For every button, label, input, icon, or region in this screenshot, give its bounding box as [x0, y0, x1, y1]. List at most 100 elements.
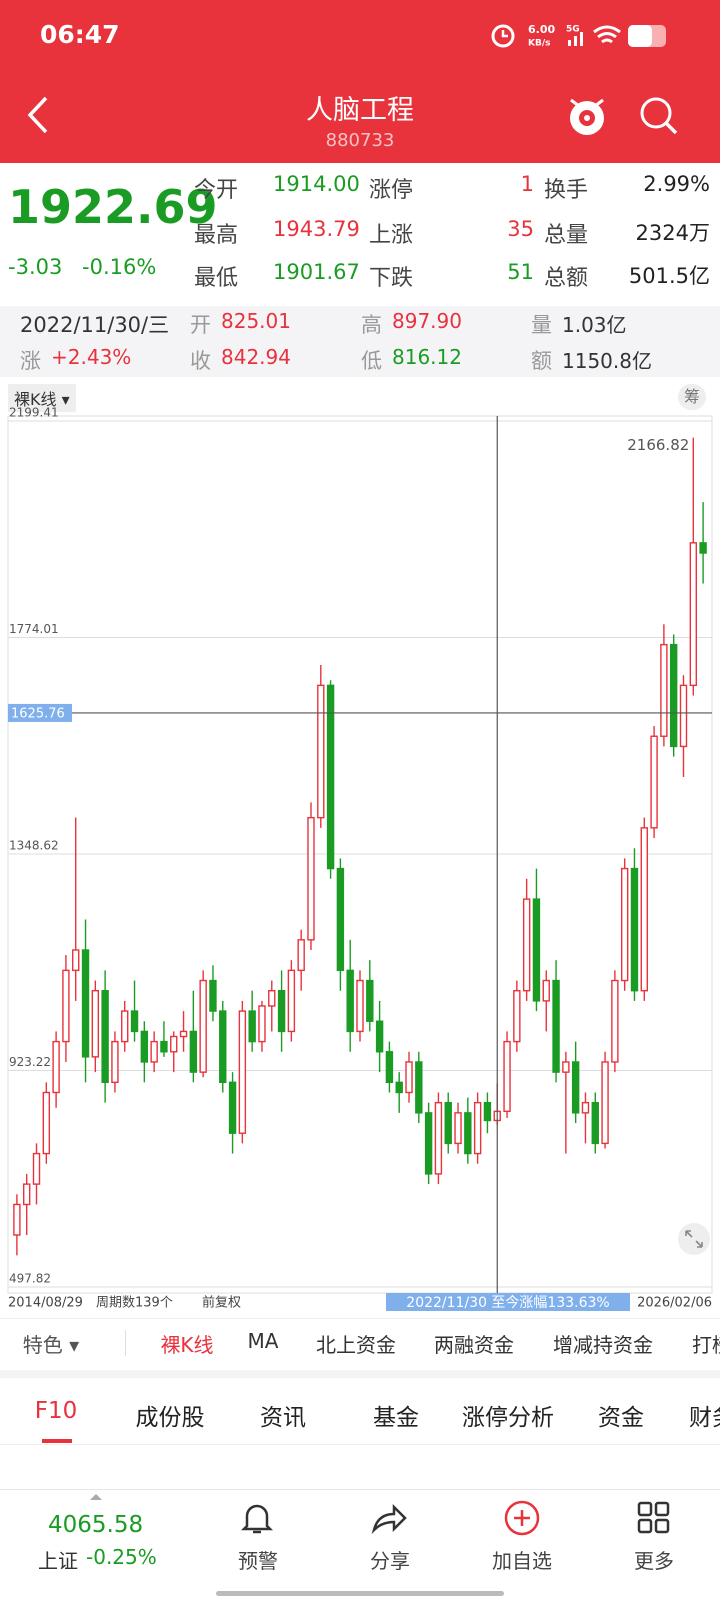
candle-body: [346, 969, 354, 1033]
info-tab[interactable]: 资讯: [260, 1405, 306, 1431]
candle-body: [81, 949, 90, 1058]
candle-body: [464, 1112, 472, 1155]
indicator-tab[interactable]: MA: [247, 1329, 279, 1353]
candle-body: [503, 1040, 511, 1113]
indicator-tab[interactable]: 增减持资金: [553, 1333, 653, 1357]
kline-chart: 2199.41 1774.01 1348.62 923.22 497.82 2166.82…: [7, 406, 713, 1311]
candle-body: [336, 867, 345, 972]
candle-body: [356, 979, 364, 1033]
candle-body: [52, 1040, 60, 1094]
header-bar: 06:47 6.00 KB/s 5G 人脑工程 880733: [0, 0, 720, 163]
crosshair-tag: [8, 703, 72, 722]
info-tab[interactable]: 成份股: [135, 1405, 205, 1431]
indicator-tab[interactable]: 北上资金: [316, 1333, 396, 1357]
indicator-tab[interactable]: 特色 ▾: [22, 1333, 80, 1357]
plot-frame: [7, 415, 713, 1294]
quote-value: 1914.00: [273, 172, 360, 196]
chip-button[interactable]: 筹: [678, 384, 706, 410]
detail-date: 2022/11/30/三: [20, 313, 170, 337]
price-change-pct: -0.16%: [82, 255, 157, 279]
candle-body: [473, 1101, 482, 1155]
kline-mode-button[interactable]: 裸K线 ▾: [8, 384, 76, 412]
y-tick-label: 1348.62: [9, 838, 59, 852]
candle-body: [689, 542, 697, 687]
candle-body: [532, 898, 541, 1002]
quote-label: 涨停: [369, 178, 414, 203]
candle-body: [238, 1010, 247, 1134]
candle-body: [640, 827, 648, 992]
back-button[interactable]: [24, 95, 54, 135]
expand-button[interactable]: [678, 1223, 710, 1255]
detail-label: 额: [531, 349, 552, 373]
kline-mode-label: 裸K线: [14, 390, 57, 409]
candle-body: [375, 1020, 384, 1053]
detail-value: +2.43%: [51, 345, 132, 369]
assistant-icon[interactable]: [565, 92, 613, 140]
candle-body: [542, 979, 550, 1002]
candle-body: [268, 990, 276, 1007]
indicator-tab[interactable]: 两融资金: [434, 1333, 514, 1357]
candle-body: [179, 1030, 188, 1038]
expand-arrow[interactable]: [89, 1492, 103, 1502]
detail-value: 825.01: [221, 309, 291, 333]
candle-body: [150, 1040, 158, 1063]
divider: [0, 1444, 720, 1445]
detail-label: 收: [190, 349, 211, 373]
candle-body: [228, 1081, 237, 1134]
candle-body: [483, 1101, 492, 1122]
candle-body: [679, 684, 688, 748]
info-tab[interactable]: F10: [34, 1398, 78, 1424]
detail-label: 开: [190, 313, 211, 337]
divider: [125, 1330, 126, 1356]
candle-body: [277, 990, 286, 1033]
action-label[interactable]: 加自选: [492, 1549, 552, 1573]
candle-body: [140, 1030, 149, 1063]
network-type: 5G: [566, 25, 580, 35]
candle-body: [415, 1061, 423, 1114]
candle-body: [552, 979, 560, 1073]
candle-body: [326, 684, 335, 870]
candle-body: [571, 1061, 580, 1114]
candle-body: [199, 979, 207, 1073]
info-tab[interactable]: 基金: [373, 1405, 419, 1431]
divider: [0, 1489, 720, 1490]
candle-body: [130, 1010, 139, 1033]
quote-label: 最高: [194, 223, 239, 248]
candle-body: [611, 979, 619, 1063]
candle-body: [454, 1112, 462, 1145]
quote-label: 今开: [194, 178, 239, 203]
quote-value: 2.99%: [643, 172, 710, 196]
index-value: 4065.58: [48, 1512, 144, 1538]
search-button[interactable]: [638, 95, 682, 139]
indicator-tab[interactable]: 裸K线: [160, 1333, 214, 1357]
quote-label: 上涨: [369, 223, 414, 248]
indicator-tab[interactable]: 打榜: [692, 1333, 720, 1357]
quote-value: 1: [520, 172, 534, 196]
quote-value: 2324万: [635, 221, 710, 245]
status-icons: 6.00 KB/s 5G: [491, 23, 666, 49]
adjust-mode: 前复权: [202, 1295, 241, 1311]
action-label[interactable]: 更多: [634, 1549, 674, 1573]
candle-body: [258, 1005, 266, 1043]
candle-body: [72, 949, 80, 972]
candle-body: [434, 1101, 443, 1175]
detail-value: 1.03亿: [562, 313, 627, 337]
crosshair-label: 1625.76: [11, 706, 65, 721]
x-start-label: 2014/08/29: [8, 1296, 83, 1311]
info-tab[interactable]: 财务: [689, 1405, 720, 1431]
icon-more: [637, 1501, 670, 1534]
candle-body: [650, 735, 658, 829]
candle-body: [522, 898, 531, 992]
y-tick-label: 497.82: [9, 1272, 51, 1286]
quote-label: 总量: [544, 223, 589, 248]
detail-label: 量: [531, 313, 552, 337]
action-label[interactable]: 分享: [370, 1549, 410, 1573]
index-name: 上证: [38, 1549, 78, 1573]
info-tab[interactable]: 资金: [598, 1405, 644, 1431]
info-tab[interactable]: 涨停分析: [462, 1405, 554, 1431]
detail-value: 816.12: [392, 345, 462, 369]
quote-label: 下跌: [369, 266, 414, 291]
detail-value: 842.94: [221, 345, 291, 369]
candle-body: [121, 1010, 129, 1043]
action-label[interactable]: 预警: [238, 1549, 278, 1573]
